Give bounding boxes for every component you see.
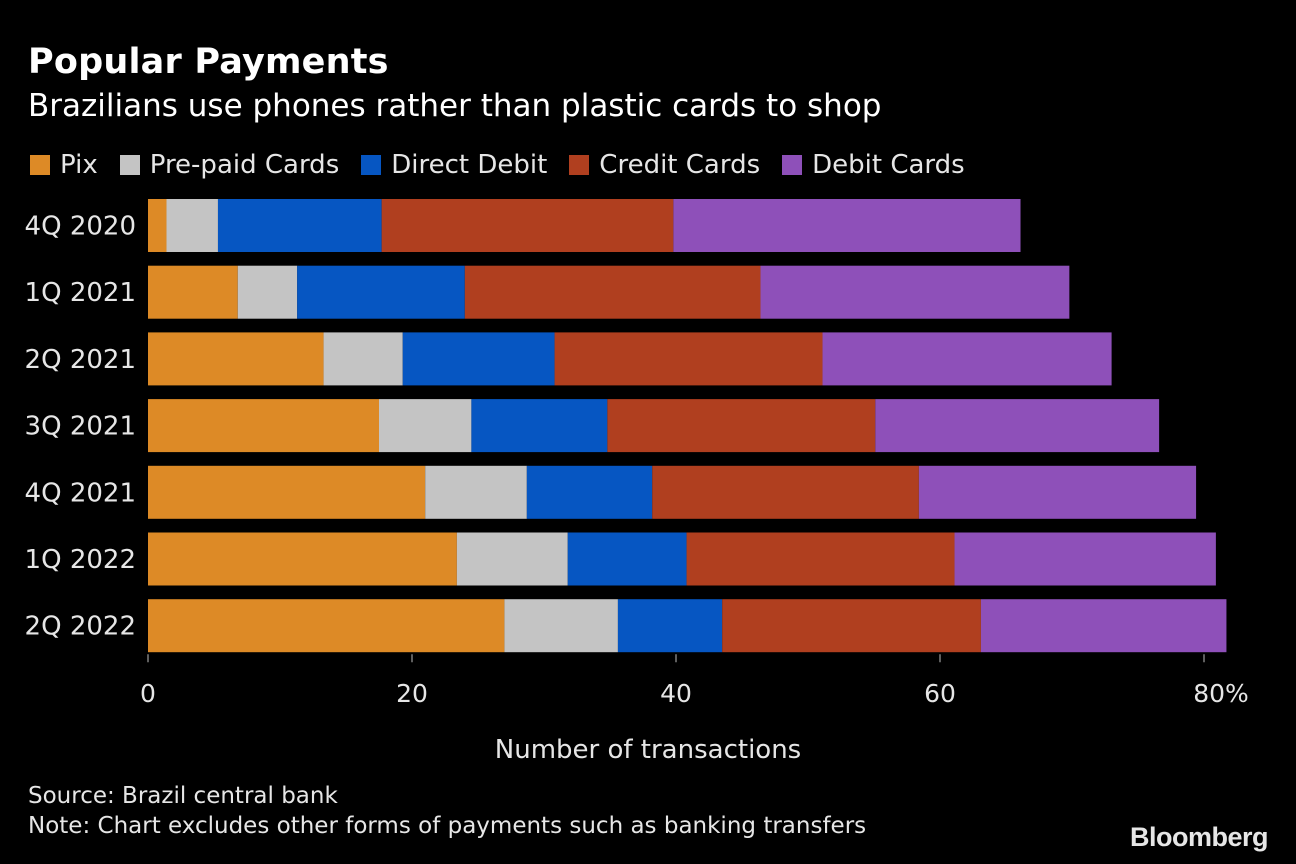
- bar-segment: [686, 532, 955, 586]
- bar-segment: [822, 332, 1112, 386]
- x-tick-label: 20: [396, 679, 428, 708]
- x-tick-label: 80%: [1193, 679, 1249, 708]
- bar-segment: [504, 599, 618, 653]
- category-label: 4Q 2021: [25, 478, 136, 508]
- category-label: 2Q 2022: [25, 612, 136, 642]
- legend: Pix Pre-paid Cards Direct Debit Credit Card…: [30, 150, 987, 180]
- x-tick-label: 60: [924, 679, 956, 708]
- bar-segment: [673, 199, 1021, 252]
- chart-subtitle: Brazilians use phones rather than plasti…: [28, 88, 882, 124]
- bar-segment: [402, 332, 555, 386]
- legend-swatch: [361, 155, 382, 175]
- bar-segment: [323, 332, 403, 386]
- bloomberg-logo: Bloomberg: [1129, 822, 1269, 852]
- bar-segment: [148, 265, 238, 319]
- stacked-bar-chart: 4Q 2020 1Q 2021 2Q 2021 3Q 2021 4Q 2021 1Q 20…: [25, 199, 1249, 765]
- bar-segment: [166, 199, 218, 252]
- bar-segment: [875, 399, 1160, 453]
- category-label: 4Q 2020: [25, 212, 136, 242]
- bar-segment: [918, 465, 1197, 519]
- bar-segment: [722, 599, 981, 653]
- bar-segment: [760, 265, 1070, 319]
- bar-segment: [217, 199, 382, 252]
- bar-segment: [464, 265, 761, 319]
- legend-swatch: [30, 155, 50, 175]
- bar-segment: [148, 199, 167, 252]
- category-label: 1Q 2022: [25, 545, 136, 575]
- chart-title: Popular Payments: [28, 42, 389, 82]
- legend-swatch: [119, 155, 140, 175]
- source-note: Source: Brazil central bank: [28, 783, 338, 809]
- footnote: Note: Chart excludes other forms of paym…: [28, 813, 867, 839]
- legend-item: Direct Debit: [361, 150, 547, 180]
- bar-segment: [381, 199, 674, 252]
- legend-item: Pre-paid Cards: [119, 150, 340, 180]
- bar-segment: [379, 399, 472, 453]
- bar-segment: [148, 399, 379, 453]
- legend-label: Pix: [60, 150, 98, 180]
- bar-segment: [148, 599, 505, 653]
- bar-segment: [456, 532, 568, 586]
- bar-segment: [617, 599, 723, 653]
- bar-segment: [652, 465, 919, 519]
- category-label: 2Q 2021: [25, 345, 136, 375]
- legend-label: Pre-paid Cards: [149, 150, 340, 180]
- bar-segment: [954, 532, 1216, 586]
- bar-segment: [567, 532, 687, 586]
- category-label: 1Q 2021: [25, 278, 136, 308]
- x-axis-label: Number of transactions: [495, 735, 801, 765]
- legend-item: Debit Cards: [782, 150, 965, 180]
- legend-item: Credit Cards: [569, 150, 760, 180]
- legend-swatch: [782, 155, 803, 175]
- bar-segment: [237, 265, 298, 319]
- bar-segment: [980, 599, 1227, 653]
- bar-segment: [471, 399, 608, 453]
- bar-segment: [148, 465, 426, 519]
- legend-label: Direct Debit: [391, 150, 548, 180]
- bar-segment: [297, 265, 465, 319]
- x-tick-label: 0: [140, 679, 156, 708]
- legend-label: Credit Cards: [599, 150, 761, 180]
- bar-segment: [607, 399, 876, 453]
- legend-item: Pix: [30, 150, 98, 180]
- bar-segment: [148, 332, 324, 386]
- bar-segment: [425, 465, 527, 519]
- x-tick-label: 40: [660, 679, 692, 708]
- bar-segment: [148, 532, 457, 586]
- bar-segment: [526, 465, 653, 519]
- bar-segment: [554, 332, 823, 386]
- legend-swatch: [569, 155, 590, 175]
- legend-label: Debit Cards: [812, 150, 965, 180]
- category-label: 3Q 2021: [25, 412, 136, 442]
